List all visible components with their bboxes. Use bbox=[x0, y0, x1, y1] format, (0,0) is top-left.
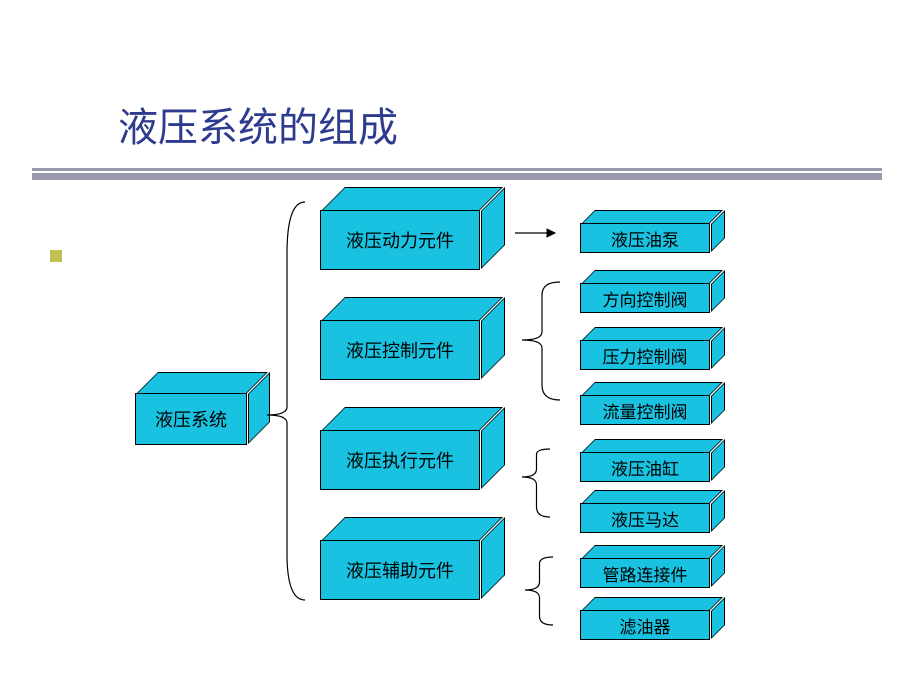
brace-0 bbox=[265, 200, 305, 604]
box-label: 液压动力元件 bbox=[321, 211, 479, 269]
slide-title: 液压系统的组成 bbox=[118, 95, 920, 153]
box-r2: 方向控制阀 bbox=[580, 283, 710, 313]
box-top bbox=[581, 597, 723, 611]
box-label: 液压辅助元件 bbox=[321, 541, 479, 599]
box-label: 液压执行元件 bbox=[321, 431, 479, 489]
brace-3 bbox=[523, 555, 553, 629]
box-label: 液压系统 bbox=[136, 394, 246, 444]
box-top bbox=[581, 327, 723, 341]
box-label: 滤油器 bbox=[581, 611, 709, 639]
box-label: 方向控制阀 bbox=[581, 284, 709, 312]
box-top bbox=[321, 407, 503, 431]
box-r8: 滤油器 bbox=[580, 610, 710, 640]
box-top bbox=[581, 382, 723, 396]
box-mid3: 液压执行元件 bbox=[320, 430, 480, 490]
box-top bbox=[581, 210, 723, 224]
brace-1 bbox=[520, 280, 560, 404]
box-root: 液压系统 bbox=[135, 393, 247, 445]
box-top bbox=[136, 372, 268, 394]
title-area: 液压系统的组成 bbox=[0, 95, 920, 153]
title-underline-thin bbox=[32, 168, 882, 171]
box-top bbox=[321, 187, 503, 211]
box-label: 流量控制阀 bbox=[581, 396, 709, 424]
box-top bbox=[581, 439, 723, 453]
box-mid1: 液压动力元件 bbox=[320, 210, 480, 270]
box-label: 管路连接件 bbox=[581, 559, 709, 587]
box-top bbox=[321, 517, 503, 541]
box-r3: 压力控制阀 bbox=[580, 340, 710, 370]
box-top bbox=[581, 270, 723, 284]
box-label: 液压马达 bbox=[581, 504, 709, 532]
title-bullet bbox=[50, 250, 62, 262]
box-r6: 液压马达 bbox=[580, 503, 710, 533]
box-top bbox=[321, 297, 503, 321]
box-label: 液压油泵 bbox=[581, 224, 709, 252]
box-top bbox=[581, 490, 723, 504]
box-label: 液压控制元件 bbox=[321, 321, 479, 379]
box-label: 液压油缸 bbox=[581, 453, 709, 481]
box-r5: 液压油缸 bbox=[580, 452, 710, 482]
box-label: 压力控制阀 bbox=[581, 341, 709, 369]
title-underline-thick bbox=[32, 173, 882, 180]
box-mid2: 液压控制元件 bbox=[320, 320, 480, 380]
brace-2 bbox=[520, 447, 550, 521]
box-r1: 液压油泵 bbox=[580, 223, 710, 253]
box-top bbox=[581, 545, 723, 559]
box-r4: 流量控制阀 bbox=[580, 395, 710, 425]
arrow-to-pump bbox=[515, 226, 559, 240]
box-r7: 管路连接件 bbox=[580, 558, 710, 588]
box-mid4: 液压辅助元件 bbox=[320, 540, 480, 600]
